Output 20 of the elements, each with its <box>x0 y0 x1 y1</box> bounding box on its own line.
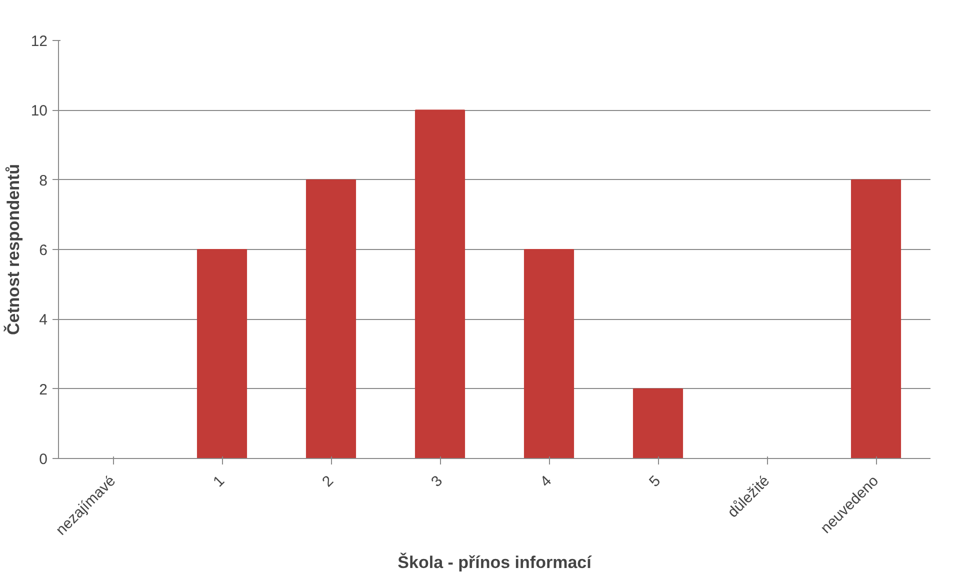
bar <box>414 110 466 458</box>
x-tick-label: 3 <box>428 472 446 490</box>
y-tick-label: 6 <box>39 242 48 259</box>
x-tick-label: 2 <box>319 472 338 490</box>
x-tick-label: 1 <box>210 472 228 490</box>
y-tick-label: 8 <box>39 172 48 190</box>
bar <box>196 249 248 458</box>
y-tick-label: 0 <box>39 451 48 468</box>
y-tick-label: 2 <box>39 381 48 398</box>
y-tick-label: 4 <box>39 312 48 329</box>
bar <box>524 249 574 458</box>
x-axis-title: Škola - přínos informací <box>398 552 593 572</box>
x-tick-label: 5 <box>646 472 664 490</box>
bar <box>632 388 684 458</box>
y-axis-title: Četnost respondentů <box>2 164 23 335</box>
bar <box>850 179 902 458</box>
y-tick-label: 10 <box>30 102 48 120</box>
bar <box>306 179 356 458</box>
y-tick-label: 12 <box>30 33 48 50</box>
x-tick-label: 4 <box>537 472 556 490</box>
